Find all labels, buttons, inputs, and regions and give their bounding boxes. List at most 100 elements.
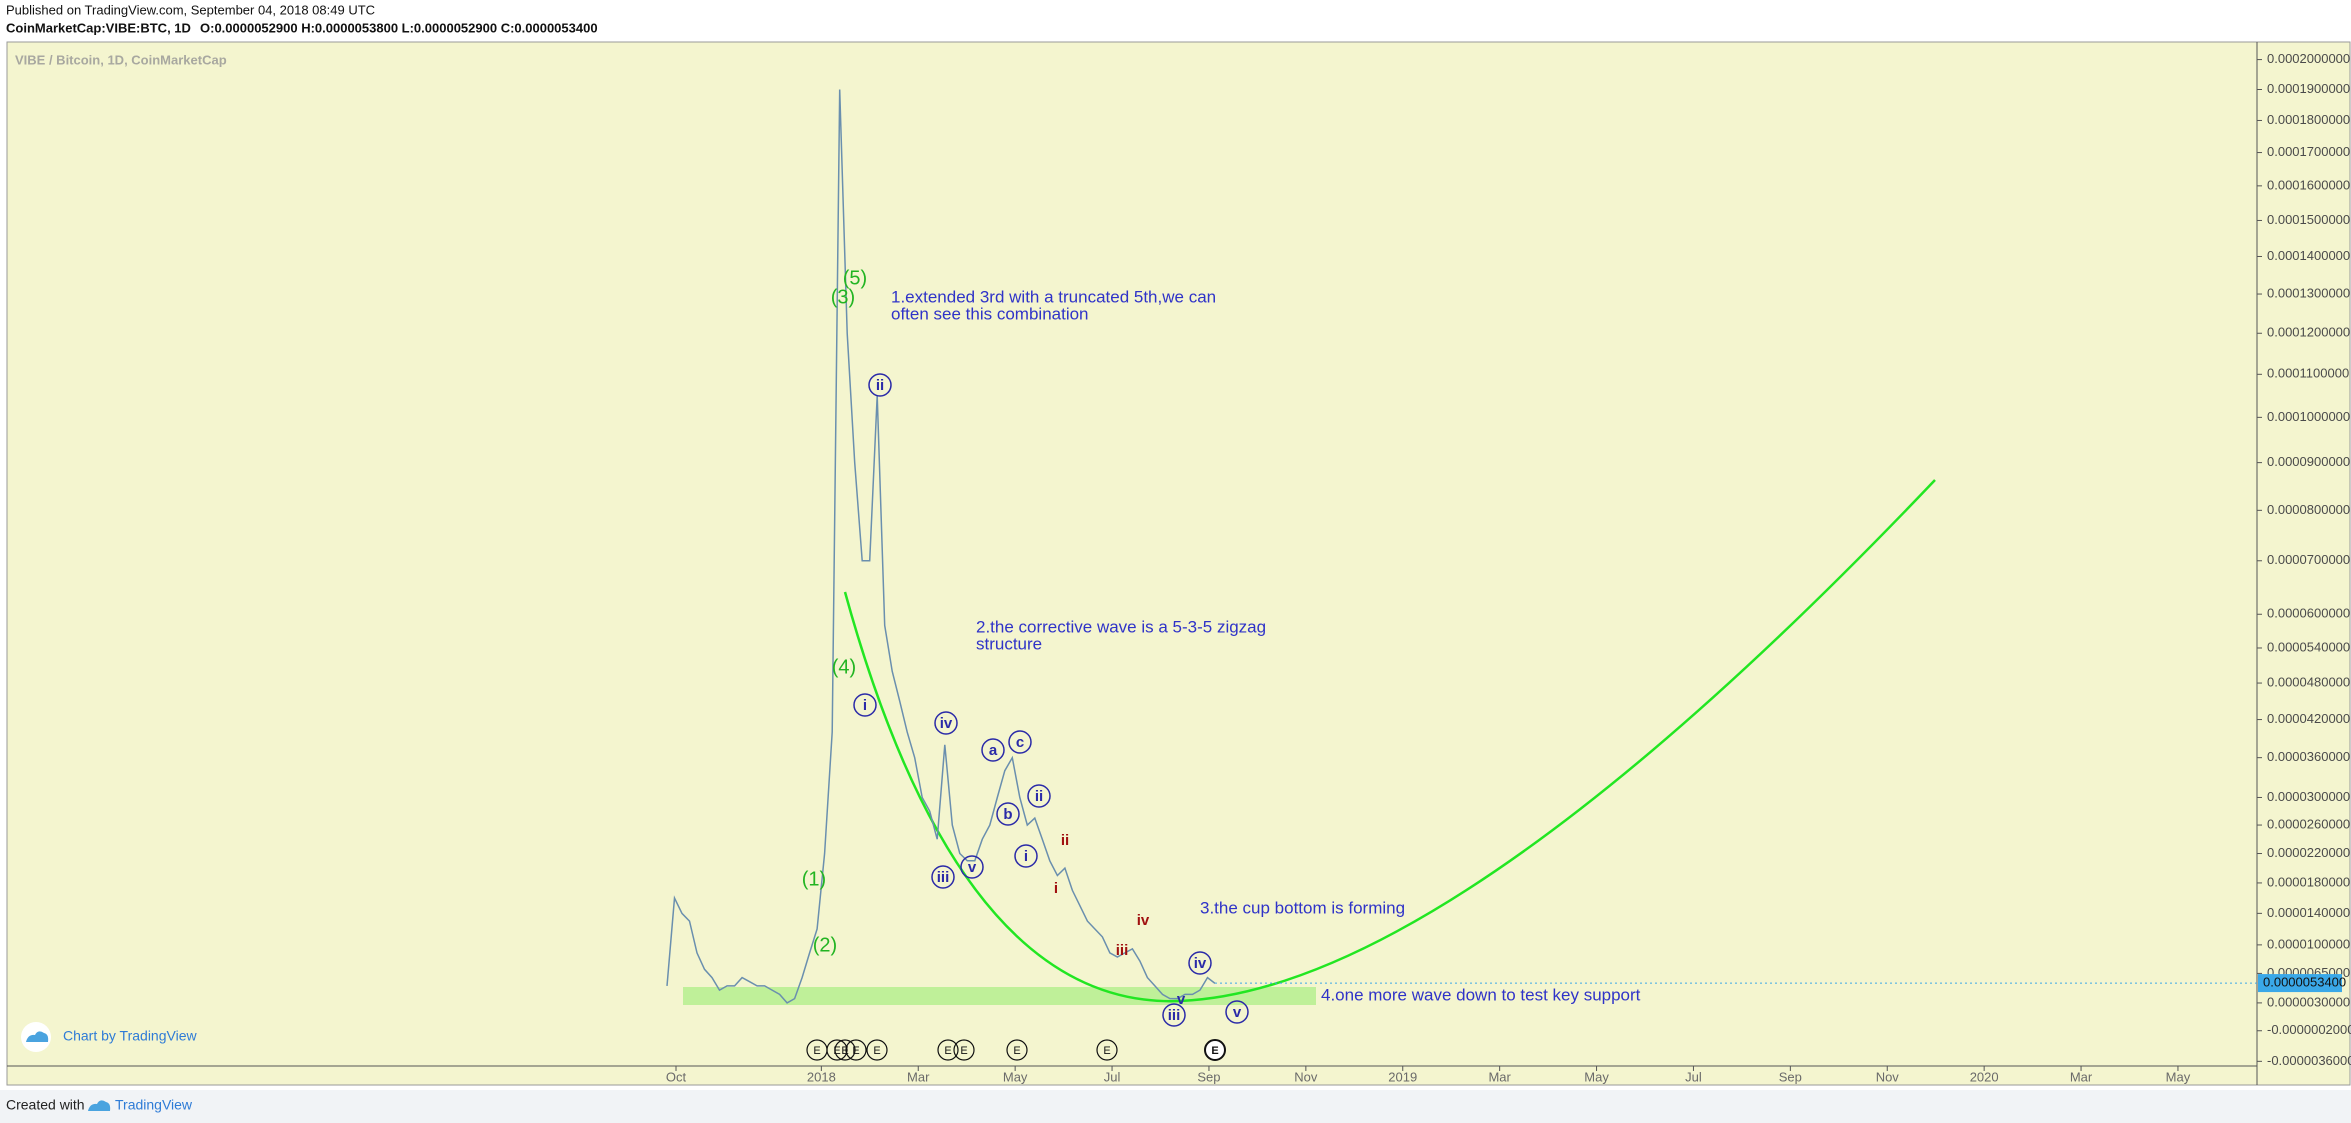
wave-circle (1225, 1000, 1249, 1024)
y-tick-label: 0.0001900000 (2267, 81, 2350, 96)
y-tick-label: 0.0001400000 (2267, 248, 2350, 263)
x-tick-label: 2018 (807, 1069, 836, 1084)
wave-circle (996, 802, 1020, 826)
x-tick-label: Sep (1197, 1069, 1220, 1084)
x-tick-label: May (1584, 1069, 1609, 1084)
wave-label-circled: ii (1035, 788, 1043, 805)
wave-circle (981, 738, 1005, 762)
note-text: structure (976, 634, 1042, 653)
y-tick-label: 0.0000540000 (2267, 639, 2350, 654)
x-tick-label: Oct (666, 1069, 687, 1084)
symbol-line: CoinMarketCap:VIBE:BTC, 1D (6, 20, 191, 35)
y-tick-label: 0.0000360000 (2267, 749, 2350, 764)
wave-label-circled: c (1016, 734, 1024, 751)
x-tick-label: Sep (1779, 1069, 1802, 1084)
wave-label-circled: b (1003, 806, 1012, 823)
created-with: Created with (6, 1097, 85, 1113)
wave-label-circled: ii (876, 377, 884, 394)
chart-title: VIBE / Bitcoin, 1D, CoinMarketCap (15, 52, 227, 67)
wave-label-green: (4) (832, 656, 856, 678)
event-label: E (852, 1045, 859, 1057)
x-tick-label: 2020 (1970, 1069, 1999, 1084)
event-label: E (1013, 1045, 1020, 1057)
wave-circle (960, 855, 984, 879)
plot-layer: 0.0002000000 0.0001900000 0.0001800000 0.00… (666, 51, 2351, 1084)
y-tick-label: 0.0000800000 (2267, 502, 2350, 517)
y-tick-label: 0.0001200000 (2267, 325, 2350, 340)
wave-label-circled: v (1233, 1004, 1242, 1021)
last-price-tag (2258, 974, 2342, 993)
event-circle (826, 1039, 848, 1061)
event-circle (834, 1039, 856, 1061)
event-circle (1204, 1039, 1226, 1061)
event-circle (1006, 1039, 1028, 1061)
y-tick-label: 0.0000260000 (2267, 816, 2350, 831)
cup-curve (843, 479, 1936, 1003)
event-label: E (944, 1045, 951, 1057)
published-line: Published on TradingView.com, September … (6, 2, 375, 17)
note-text: 1.extended 3rd with a truncated 5th,we c… (891, 287, 1216, 306)
chart-by-link[interactable]: Chart by TradingView (63, 1028, 197, 1044)
event-label: E (813, 1045, 820, 1057)
event-circle (866, 1039, 888, 1061)
chart-frame (6, 41, 2351, 1086)
y-tick-label: 0.0000140000 (2267, 905, 2350, 920)
y-tick-label: 0.0001300000 (2267, 285, 2350, 300)
y-tick-label: 0.0001700000 (2267, 144, 2350, 159)
wave-circle (1027, 784, 1051, 808)
y-tick-label: -0.0000036000 (2267, 1053, 2351, 1068)
wave-label-green: (1) (802, 868, 826, 890)
wave-label-red: i (1054, 880, 1058, 897)
footer-logo (88, 1100, 111, 1111)
event-label: E (833, 1045, 840, 1057)
ohlc-line: O:0.0000052900 H:0.0000053800 L:0.000005… (200, 20, 598, 35)
y-tick-label: 0.0001500000 (2267, 212, 2350, 227)
note-text: 4.one more wave down to test key support (1321, 985, 1641, 1004)
y-tick-label: 0.0000030000 (2267, 994, 2350, 1009)
x-tick-label: Mar (2070, 1069, 2093, 1084)
note-text: 2.the corrective wave is a 5-3-5 zigzag (976, 617, 1266, 636)
wave-label-circled: i (1024, 848, 1028, 865)
y-tick-label: 0.0001600000 (2267, 177, 2350, 192)
wave-circle (1014, 844, 1038, 868)
wave-label-red: v (1177, 991, 1186, 1008)
footer-brand[interactable]: TradingView (115, 1097, 193, 1113)
wave-label-green: (5) (843, 267, 867, 289)
event-label: E (960, 1045, 967, 1057)
x-tick-label: May (2166, 1069, 2191, 1084)
wave-label-red: ii (1061, 832, 1069, 849)
note-text: often see this combination (891, 304, 1089, 323)
x-tick-label: Jul (1685, 1069, 1702, 1084)
wave-label-red: iv (1137, 912, 1150, 929)
event-circle (845, 1039, 867, 1061)
wave-label-circled: a (989, 742, 998, 759)
tv-logo-cloud (26, 1031, 49, 1042)
x-tick-label: May (1003, 1069, 1028, 1084)
y-tick-label: 0.0001100000 (2267, 366, 2349, 381)
wave-circle (853, 693, 877, 717)
event-label: E (1103, 1045, 1110, 1057)
y-tick-label: 0.0000600000 (2267, 606, 2350, 621)
wave-label-circled: iv (940, 715, 953, 732)
event-label: E (1211, 1045, 1218, 1057)
wave-label-red: iii (1116, 942, 1129, 959)
footer-bar (0, 1090, 2351, 1123)
y-tick-label: 0.0000180000 (2267, 874, 2350, 889)
wave-label-circled: i (863, 697, 867, 714)
x-tick-label: Jul (1104, 1069, 1121, 1084)
wave-circle (868, 373, 892, 397)
event-circle (937, 1039, 959, 1061)
event-circle (953, 1039, 975, 1061)
x-tick-label: 2019 (1388, 1069, 1417, 1084)
wave-label-circled: iii (1168, 1007, 1181, 1024)
wave-circle (1188, 951, 1212, 975)
note-text: 3.the cup bottom is forming (1200, 898, 1405, 917)
y-tick-label: 0.0001000000 (2267, 409, 2350, 424)
y-tick-label: 0.0000480000 (2267, 674, 2350, 689)
price-line (666, 89, 1216, 1004)
wave-label-circled: v (968, 859, 977, 876)
y-tick-label: 0.0001800000 (2267, 112, 2350, 127)
wave-label-green: (2) (813, 934, 837, 956)
